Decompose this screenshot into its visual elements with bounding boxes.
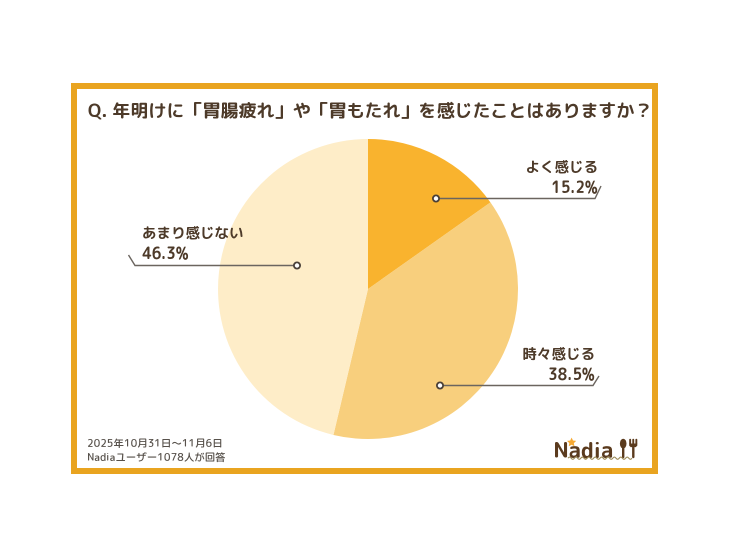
pie-slice-rarely bbox=[218, 139, 368, 435]
marker-rarely bbox=[292, 261, 301, 270]
slice-label-sometimes-name: 時々感じる bbox=[522, 343, 596, 364]
marker-often bbox=[431, 194, 440, 203]
slice-label-often-pct: 15.2% bbox=[551, 176, 598, 199]
slice-label-sometimes: 時々感じる 38.5% bbox=[495, 343, 596, 386]
slice-label-often-name: よく感じる bbox=[525, 156, 599, 177]
survey-period: 2025年10月31日～11月6日 bbox=[87, 437, 223, 451]
survey-meta: 2025年10月31日～11月6日 Nadiaユーザー1078人が回答 bbox=[87, 437, 226, 465]
chart-title: Q. 年明けに「胃腸疲れ」や「胃もたれ」を感じたことはありますか？ bbox=[88, 98, 653, 123]
slice-label-rarely-pct: 46.3% bbox=[142, 242, 189, 265]
marker-sometimes bbox=[435, 381, 444, 390]
leader-line-sometimes bbox=[440, 375, 600, 387]
leader-lines bbox=[127, 185, 602, 387]
leader-line-rarely bbox=[127, 254, 297, 267]
nadia-logo: Nadia bbox=[554, 435, 638, 464]
logo-wavy-underline bbox=[567, 456, 633, 460]
pie-slice-often bbox=[368, 139, 491, 289]
leader-line-often bbox=[436, 185, 602, 200]
slice-label-rarely: あまり感じない 46.3% bbox=[142, 222, 262, 265]
pie-slice-sometimes bbox=[333, 202, 518, 439]
logo-star-icon bbox=[567, 437, 577, 447]
pie-slices bbox=[218, 139, 518, 439]
leader-markers bbox=[292, 194, 444, 390]
nadia-logo-text: Nadia bbox=[554, 435, 614, 464]
slice-label-rarely-name: あまり感じない bbox=[142, 222, 244, 243]
logo-spoon-icon bbox=[619, 438, 627, 459]
slice-label-often: よく感じる 15.2% bbox=[498, 156, 599, 199]
survey-respondents: Nadiaユーザー1078人が回答 bbox=[87, 451, 226, 465]
slice-label-sometimes-pct: 38.5% bbox=[548, 363, 595, 386]
logo-fork-icon bbox=[629, 438, 638, 459]
